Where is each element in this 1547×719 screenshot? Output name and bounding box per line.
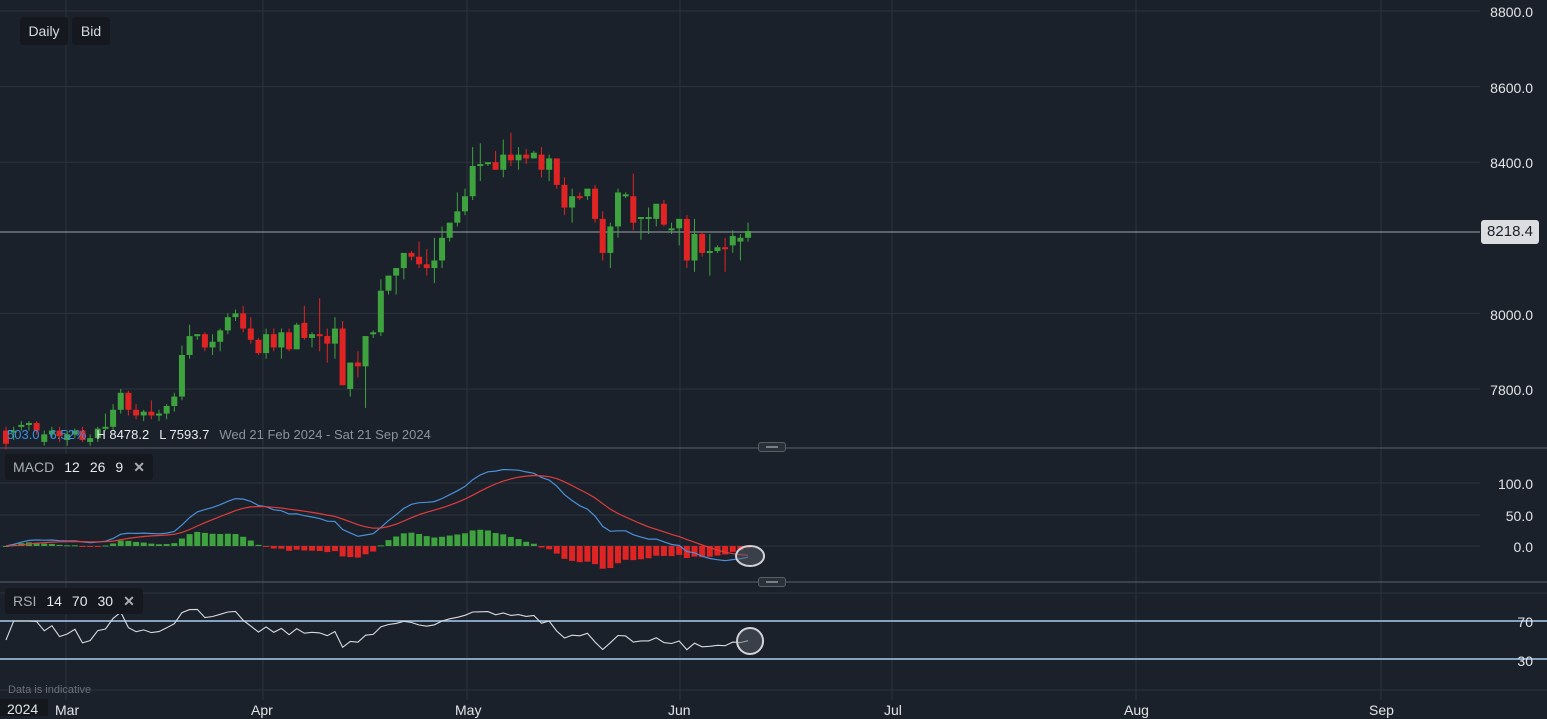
rsi-legend: RSI 14 70 30 ✕ bbox=[5, 588, 143, 614]
month-label: Jul bbox=[884, 702, 902, 718]
month-label: May bbox=[455, 702, 482, 718]
close-icon[interactable]: ✕ bbox=[123, 593, 135, 609]
rsi-axis-label: 30 bbox=[1517, 653, 1533, 669]
rsi-period: 14 bbox=[46, 593, 62, 609]
price-axis-label: 8000.0 bbox=[1490, 307, 1533, 323]
month-label: Mar bbox=[55, 702, 80, 718]
rsi-name: RSI bbox=[13, 593, 37, 609]
price-axis-label: 8800.0 bbox=[1490, 4, 1533, 20]
high-value: H 8478.2 bbox=[96, 427, 150, 442]
macd-axis-label: 100.0 bbox=[1497, 476, 1533, 492]
macd-name: MACD bbox=[13, 459, 55, 475]
interval-selector[interactable]: Daily bbox=[20, 17, 68, 45]
interval-label: Daily bbox=[28, 23, 60, 39]
pane-resize-handle[interactable] bbox=[758, 442, 786, 452]
rsi-upper: 70 bbox=[71, 593, 88, 609]
year-label: 2024 bbox=[0, 699, 48, 717]
macd-legend: MACD 12 26 9 ✕ bbox=[5, 454, 153, 480]
rsi-lower: 30 bbox=[97, 593, 114, 609]
month-label: Sep bbox=[1369, 702, 1394, 718]
month-label: Jun bbox=[668, 702, 691, 718]
low-value: L 7593.7 bbox=[159, 427, 210, 442]
change-value: 503.0 bbox=[7, 427, 40, 442]
current-price-label: 8218.4 bbox=[1481, 220, 1539, 244]
change-percent: 6.52% bbox=[49, 427, 87, 442]
price-stats: 503.0 6.52% H 8478.2 L 7593.7 Wed 21 Feb 202… bbox=[7, 427, 431, 442]
price-axis-label: 7800.0 bbox=[1490, 382, 1533, 398]
price-type-selector[interactable]: Bid bbox=[72, 17, 110, 45]
price-type-label: Bid bbox=[80, 23, 102, 39]
month-label: Aug bbox=[1124, 702, 1149, 718]
price-axis-label: 8400.0 bbox=[1490, 155, 1533, 171]
close-icon[interactable]: ✕ bbox=[133, 459, 145, 475]
macd-axis-label: 50.0 bbox=[1505, 508, 1533, 524]
macd-signal: 9 bbox=[115, 459, 124, 475]
rsi-axis-label: 70 bbox=[1517, 614, 1533, 630]
date-range: Wed 21 Feb 2024 - Sat 21 Sep 2024 bbox=[219, 427, 431, 442]
macd-fast: 12 bbox=[64, 459, 80, 475]
month-label: Apr bbox=[251, 702, 273, 718]
price-axis-label: 8600.0 bbox=[1490, 80, 1533, 96]
macd-axis-label: 0.0 bbox=[1513, 539, 1533, 555]
data-disclaimer: Data is indicative bbox=[8, 684, 92, 696]
macd-slow: 26 bbox=[89, 459, 106, 475]
pane-resize-handle[interactable] bbox=[758, 577, 786, 587]
